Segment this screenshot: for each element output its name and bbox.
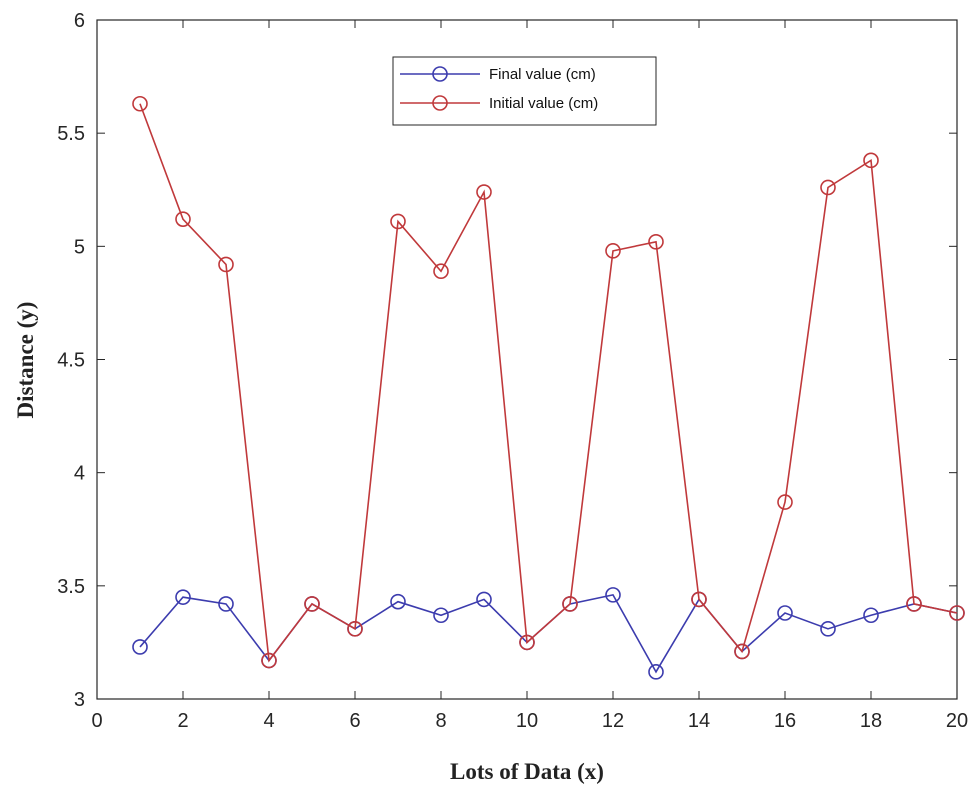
y-axis-label: Distance (y) <box>13 302 38 419</box>
legend: Final value (cm) Initial value (cm) <box>392 56 657 126</box>
x-tick-label: 18 <box>860 710 882 732</box>
data-point <box>132 639 148 655</box>
plot-area <box>96 19 958 700</box>
data-point <box>777 494 793 510</box>
data-point <box>949 605 965 621</box>
legend-label: Final value (cm) <box>489 66 596 83</box>
series-1 <box>132 95 965 669</box>
data-point <box>433 607 449 624</box>
y-tick-label: 3 <box>74 689 85 711</box>
y-tick-label: 6 <box>74 10 85 32</box>
data-point <box>132 95 148 112</box>
data-point <box>175 589 191 605</box>
data-point <box>218 256 234 273</box>
x-tick-label: 2 <box>177 710 188 732</box>
x-tick-label: 14 <box>688 710 710 732</box>
data-point <box>476 591 492 608</box>
data-point <box>476 184 492 200</box>
x-tick-label: 4 <box>263 710 274 732</box>
data-point <box>390 593 406 610</box>
data-point <box>605 587 621 603</box>
y-tick-label: 5 <box>74 236 85 258</box>
x-tick-label: 0 <box>91 710 102 732</box>
y-tick-label: 3.5 <box>57 576 85 598</box>
x-axis-label: Lots of Data (x) <box>450 759 604 784</box>
data-point <box>820 621 836 637</box>
legend-marker <box>432 66 448 82</box>
x-tick-label: 20 <box>946 710 968 732</box>
legend-item: Initial value (cm) <box>400 95 598 112</box>
x-tick-label: 16 <box>774 710 796 732</box>
x-tick-label: 12 <box>602 710 624 732</box>
data-point <box>863 152 879 169</box>
data-point <box>691 591 707 608</box>
data-point <box>562 596 578 612</box>
data-point <box>304 596 320 612</box>
data-point <box>648 664 664 680</box>
data-point <box>175 211 191 227</box>
data-point <box>261 652 277 669</box>
data-point <box>218 596 234 612</box>
legend-marker <box>432 95 448 111</box>
x-tick-label: 6 <box>349 710 360 732</box>
data-point <box>906 596 922 612</box>
y-tick-label: 4 <box>74 463 85 485</box>
data-point <box>777 605 793 621</box>
legend-label: Initial value (cm) <box>489 95 598 112</box>
data-point <box>347 621 363 637</box>
data-point <box>648 234 664 250</box>
data-point <box>390 213 406 230</box>
data-point <box>433 263 449 280</box>
x-tick-label: 8 <box>435 710 446 732</box>
data-point <box>820 179 836 196</box>
data-point <box>863 607 879 624</box>
x-tick-label: 10 <box>516 710 538 732</box>
y-tick-label: 4.5 <box>57 350 85 372</box>
y-tick-label: 5.5 <box>57 123 85 145</box>
data-point <box>605 243 621 259</box>
legend-item: Final value (cm) <box>400 66 596 83</box>
data-point <box>519 634 535 651</box>
series-line <box>139 103 958 663</box>
data-point <box>734 643 750 660</box>
